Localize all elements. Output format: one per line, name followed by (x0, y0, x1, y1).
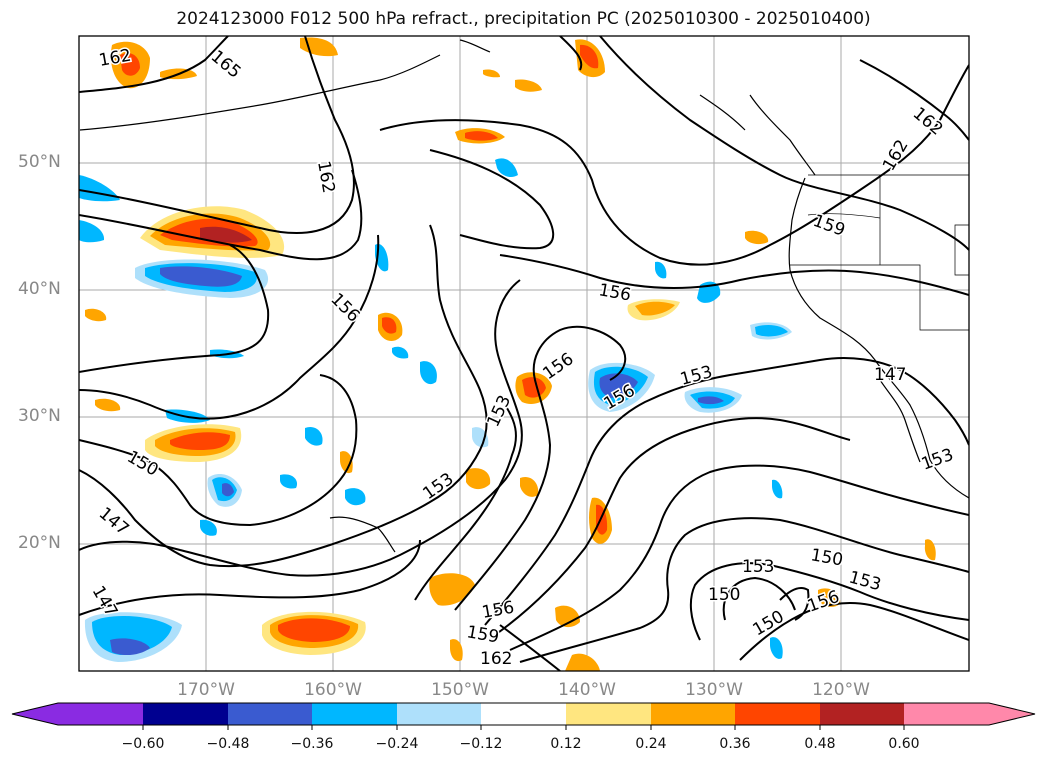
contour-labels: 162 1651621621621591561561561561531531531… (86, 44, 958, 670)
contour-label: 150 (708, 585, 740, 605)
lat-label-30n: 30°N (18, 406, 61, 426)
contour-label: 153 (919, 445, 956, 475)
lon-label-150w: 150°W (431, 680, 489, 700)
contour-label: 156 (805, 587, 842, 617)
colorbar-extend-high (904, 703, 1035, 725)
colorbar-bin (651, 703, 735, 725)
contour-label: 153 (483, 392, 515, 430)
colorbar-bin (820, 703, 904, 725)
colorbar-tick-label: 0.36 (719, 736, 751, 752)
contour-label: 156 (597, 280, 632, 305)
colorbar-tick-label: 0.12 (550, 736, 582, 752)
colorbar-bin (228, 703, 312, 725)
lon-label-160w: 160°W (304, 680, 362, 700)
colorbar (11, 702, 1036, 730)
contour-label: 153 (742, 557, 774, 577)
colorbar-tick-label: −0.24 (375, 736, 419, 752)
contour-label: 147 (874, 365, 906, 385)
contour-label: 162 (909, 104, 947, 140)
colorbar-tick-label: 0.48 (804, 736, 836, 752)
lon-label-140w: 140°W (558, 680, 616, 700)
lon-label-120w: 120°W (812, 680, 870, 700)
lon-label-130w: 130°W (685, 680, 743, 700)
colorbar-bin (735, 703, 820, 725)
lon-label-170w: 170°W (177, 680, 235, 700)
contour-label: 162 (313, 159, 338, 194)
map-frame (78, 35, 970, 672)
contour-label: 159 (465, 622, 500, 647)
lat-label-40n: 40°N (18, 279, 61, 299)
contour-label: 153 (419, 469, 457, 504)
contour-label: 162 (480, 649, 512, 669)
refractivity-contours (79, 36, 969, 671)
plot-title: 2024123000 F012 500 hPa refract., precip… (176, 9, 871, 29)
colorbar-bin (397, 703, 481, 725)
colorbar-bin (481, 703, 566, 725)
contour-label: 156 (480, 598, 515, 623)
borders (790, 174, 969, 331)
colorbar-tick-label: 0.24 (635, 736, 667, 752)
colorbar-bin (312, 703, 397, 725)
colorbar-bin (143, 703, 228, 725)
colorbar-bin (566, 703, 651, 725)
contour-label: 153 (847, 568, 884, 596)
coastline (79, 39, 969, 553)
colorbar-tick-label: −0.36 (290, 736, 334, 752)
lat-label-20n: 20°N (18, 533, 61, 553)
contour-label: 153 (678, 362, 715, 390)
colorbar-tick-label: −0.60 (121, 736, 165, 752)
colorbar-extend-low (12, 703, 143, 725)
contour-label: 159 (810, 211, 847, 241)
contour-label: 156 (326, 289, 363, 326)
precipitation-shading (79, 37, 936, 671)
colorbar-tick-label: −0.48 (206, 736, 250, 752)
lat-label-50n: 50°N (18, 152, 61, 172)
colorbar-tick-label: −0.12 (459, 736, 503, 752)
contour-label: 150 (809, 545, 844, 570)
colorbar-tick-label: 0.60 (888, 736, 920, 752)
